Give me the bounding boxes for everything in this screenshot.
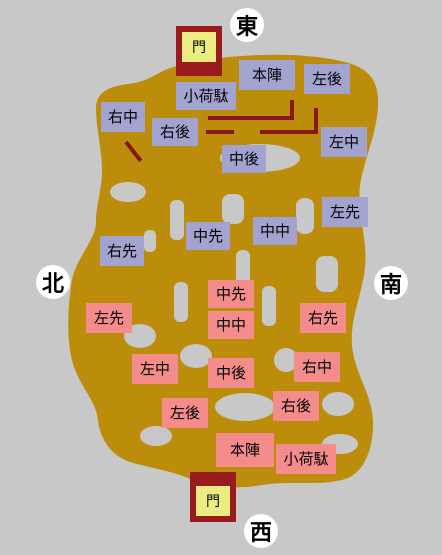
gate-post [176, 66, 188, 76]
obstacle [222, 194, 244, 224]
east-chuchu[interactable]: 中中 [253, 217, 297, 245]
compass-east: 東 [230, 8, 264, 42]
west-usen[interactable]: 右先 [300, 303, 346, 333]
west-honjin[interactable]: 本陣 [216, 433, 274, 467]
obstacle [274, 348, 298, 372]
gate-post [210, 66, 222, 76]
obstacle [144, 230, 156, 252]
obstacle [262, 286, 276, 326]
west-sago[interactable]: 左後 [162, 398, 208, 428]
east-usen[interactable]: 右先 [100, 236, 144, 266]
west-gate[interactable]: 門 [190, 472, 236, 522]
obstacle [316, 256, 338, 292]
obstacle [170, 200, 184, 240]
wall-segment [290, 100, 294, 120]
gate-label: 門 [182, 32, 216, 62]
east-uchu[interactable]: 右中 [101, 102, 145, 132]
west-chusen[interactable]: 中先 [208, 280, 254, 308]
west-kobato[interactable]: 小荷駄 [276, 444, 336, 474]
obstacle [180, 344, 212, 368]
east-sachu[interactable]: 左中 [321, 127, 367, 157]
wall-segment [208, 116, 294, 120]
compass-south: 南 [374, 266, 408, 300]
wall-segment [206, 130, 234, 134]
east-chusen[interactable]: 中先 [186, 222, 230, 250]
compass-west: 西 [244, 514, 278, 548]
west-ugo[interactable]: 右後 [273, 391, 319, 421]
obstacle [124, 324, 156, 348]
obstacle [110, 182, 146, 202]
obstacle [296, 198, 314, 234]
west-sachu[interactable]: 左中 [132, 354, 178, 384]
wall-segment [260, 130, 318, 134]
west-chuchu[interactable]: 中中 [208, 311, 254, 339]
obstacle [322, 392, 354, 416]
wall-segment [314, 108, 318, 134]
east-kobato[interactable]: 小荷駄 [176, 82, 236, 110]
west-chugo[interactable]: 中後 [208, 358, 254, 388]
obstacle [174, 282, 188, 322]
gate-post [224, 472, 236, 482]
east-sago[interactable]: 左後 [304, 64, 350, 94]
obstacle [140, 426, 172, 446]
east-honjin[interactable]: 本陣 [239, 60, 295, 90]
east-chugo[interactable]: 中後 [222, 145, 266, 173]
east-gate[interactable]: 門 [176, 26, 222, 76]
east-sasen[interactable]: 左先 [322, 197, 368, 227]
obstacle [215, 393, 275, 421]
gate-label: 門 [196, 486, 230, 516]
gate-post [190, 472, 202, 482]
west-sasen[interactable]: 左先 [86, 303, 132, 333]
west-uchu[interactable]: 右中 [294, 352, 340, 382]
east-ugo[interactable]: 右後 [152, 118, 198, 146]
compass-north: 北 [36, 265, 70, 299]
